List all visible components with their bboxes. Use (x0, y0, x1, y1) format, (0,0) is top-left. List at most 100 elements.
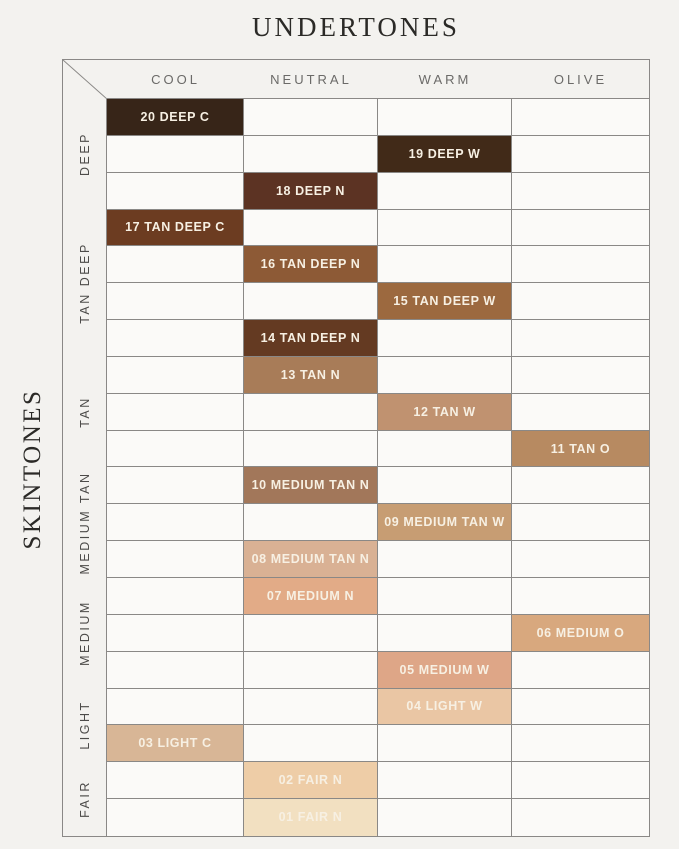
shade-cell-10-medium-tan-n: 10 MEDIUM TAN N (244, 467, 378, 505)
shade-cell-label: 11 TAN O (550, 441, 611, 456)
empty-grid-cell (378, 209, 512, 247)
shade-cell-label: 12 TAN W (413, 404, 476, 419)
empty-grid-cell (244, 688, 378, 726)
shade-cell-12-tan-w: 12 TAN W (378, 393, 512, 431)
empty-grid-cell (244, 99, 378, 136)
shade-cell-06-medium-o: 06 MEDIUM O (512, 614, 649, 652)
undertone-header-row: COOL NEUTRAL WARM OLIVE (107, 60, 649, 99)
shade-cell-label: 08 MEDIUM TAN N (251, 552, 370, 567)
empty-grid-cell (244, 393, 378, 431)
shade-grid: 20 DEEP C 19 DEEP W 18 DEEP N 17 TAN DEEP C… (107, 99, 649, 836)
shade-cell-label: 05 MEDIUM W (399, 662, 490, 677)
empty-grid-cell (107, 651, 244, 689)
shade-cell-label: 04 LIGHT W (406, 699, 483, 714)
empty-grid-cell (512, 209, 649, 247)
shade-cell-label: 03 LIGHT C (138, 736, 212, 751)
empty-grid-cell (512, 504, 649, 542)
empty-grid-cell (107, 135, 244, 173)
shade-cell-label: 19 DEEP W (408, 146, 481, 161)
empty-grid-cell (244, 504, 378, 542)
empty-grid-cell (378, 541, 512, 578)
empty-grid-cell (378, 577, 512, 615)
empty-grid-cell (378, 725, 512, 763)
shade-cell-label: 01 FAIR N (278, 810, 343, 825)
empty-grid-cell (512, 393, 649, 431)
side-title-container: SKINTONES (6, 99, 60, 838)
shade-cell-label: 02 FAIR N (278, 773, 343, 788)
shade-matrix-table: COOL NEUTRAL WARM OLIVE DEEP TAN DEEP TAN MEDI… (62, 59, 650, 837)
shade-cell-09-medium-tan-w: 09 MEDIUM TAN W (378, 504, 512, 542)
group-label-fair: FAIR (77, 780, 92, 819)
empty-grid-cell (512, 725, 649, 763)
empty-grid-cell (512, 467, 649, 505)
shade-cell-label: 07 MEDIUM N (266, 588, 355, 603)
empty-grid-cell (244, 209, 378, 247)
group-label-tan: TAN (77, 396, 92, 429)
empty-grid-cell (378, 356, 512, 394)
column-header-olive: OLIVE (553, 71, 608, 87)
empty-grid-cell (107, 614, 244, 652)
empty-grid-cell (512, 799, 649, 836)
shade-cell-07-medium-n: 07 MEDIUM N (244, 577, 378, 615)
shade-cell-17-tan-deep-c: 17 TAN DEEP C (107, 209, 244, 247)
group-label-medium: MEDIUM (77, 600, 92, 667)
empty-grid-cell (512, 135, 649, 173)
shade-cell-04-light-w: 04 LIGHT W (378, 688, 512, 726)
corner-diagonal-divider-line (62, 59, 108, 100)
empty-grid-cell (378, 430, 512, 468)
shade-cell-13-tan-n: 13 TAN N (244, 356, 378, 394)
shade-cell-01-fair-n: 01 FAIR N (244, 799, 378, 836)
empty-grid-cell (244, 725, 378, 763)
empty-grid-cell (107, 762, 244, 800)
empty-grid-cell (512, 541, 649, 578)
group-label-light: LIGHT (77, 700, 92, 751)
page-title: UNDERTONES (252, 12, 460, 42)
skintone-group-labels: DEEP TAN DEEP TAN MEDIUM TAN MEDIUM LIGHT FAIR (63, 99, 107, 836)
shade-cell-label: 13 TAN N (280, 367, 341, 382)
empty-grid-cell (378, 799, 512, 836)
empty-grid-cell (107, 541, 244, 578)
empty-grid-cell (244, 651, 378, 689)
group-label-medium-tan: MEDIUM TAN (77, 471, 92, 575)
shade-cell-11-tan-o: 11 TAN O (512, 430, 649, 468)
shade-cell-15-tan-deep-w: 15 TAN DEEP W (378, 283, 512, 321)
column-header-neutral: NEUTRAL (270, 71, 352, 87)
empty-grid-cell (107, 504, 244, 542)
shade-cell-18-deep-n: 18 DEEP N (244, 172, 378, 210)
empty-grid-cell (107, 172, 244, 210)
empty-grid-cell (378, 99, 512, 136)
empty-grid-cell (107, 577, 244, 615)
empty-grid-cell (378, 762, 512, 800)
column-header-warm: WARM (418, 71, 472, 87)
empty-grid-cell (244, 430, 378, 468)
column-header-cool: COOL (151, 71, 200, 87)
empty-grid-cell (512, 762, 649, 800)
shade-cell-label: 16 TAN DEEP N (260, 257, 361, 272)
empty-grid-cell (107, 467, 244, 505)
shade-cell-02-fair-n: 02 FAIR N (244, 762, 378, 800)
shade-cell-label: 18 DEEP N (275, 183, 346, 198)
empty-grid-cell (107, 246, 244, 284)
empty-grid-cell (244, 614, 378, 652)
shade-cell-14-tan-deep-n: 14 TAN DEEP N (244, 320, 378, 357)
empty-grid-cell (244, 135, 378, 173)
shade-cell-label: 09 MEDIUM TAN W (384, 515, 505, 530)
empty-grid-cell (512, 99, 649, 136)
shade-cell-label: 17 TAN DEEP C (125, 220, 225, 235)
shade-cell-16-tan-deep-n: 16 TAN DEEP N (244, 246, 378, 284)
group-label-deep: DEEP (77, 132, 92, 177)
empty-grid-cell (107, 430, 244, 468)
empty-grid-cell (512, 172, 649, 210)
shade-cell-label: 10 MEDIUM TAN N (251, 478, 370, 493)
shade-cell-label: 20 DEEP C (140, 109, 210, 124)
shade-cell-20-deep-c: 20 DEEP C (107, 99, 244, 136)
shade-cell-label: 06 MEDIUM O (536, 625, 625, 640)
group-label-tan-deep: TAN DEEP (77, 242, 92, 325)
side-title: SKINTONES (19, 388, 46, 549)
empty-grid-cell (512, 356, 649, 394)
empty-grid-cell (512, 688, 649, 726)
shade-cell-08-medium-tan-n: 08 MEDIUM TAN N (244, 541, 378, 578)
empty-grid-cell (378, 246, 512, 284)
empty-grid-cell (107, 393, 244, 431)
